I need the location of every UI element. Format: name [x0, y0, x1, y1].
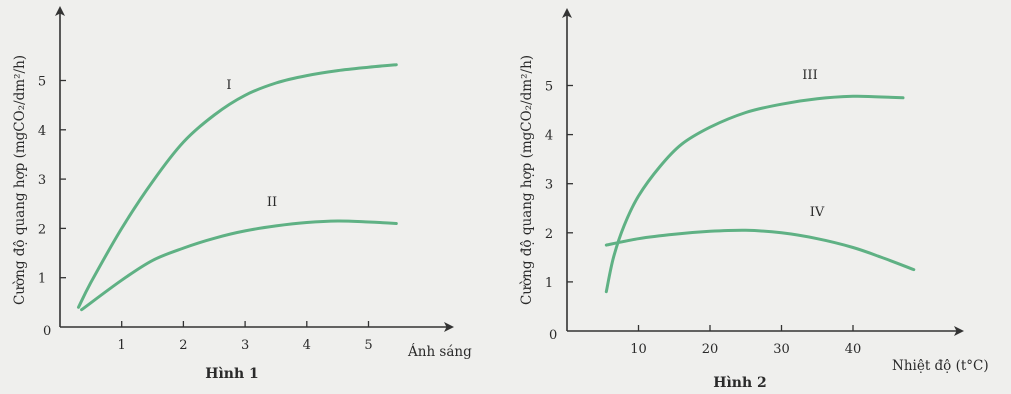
chart-1-y-tick-label: 3 — [38, 173, 46, 188]
chart-2-series: III IV — [604, 68, 916, 294]
chart-1-series: III — [77, 63, 398, 312]
chart-2-x-ticks: 10 20 30 40 — [630, 325, 861, 357]
chart-1-curve-label: I — [226, 78, 231, 93]
chart-2-curve-iv — [604, 228, 916, 272]
chart-2-origin-label: 0 — [549, 328, 557, 343]
chart-2-y-axis-title: Cường độ quang hợp (mgCO₂/dm²/h) — [519, 55, 535, 305]
chart-1-y-axis-title: Cường độ quang hợp (mgCO₂/dm²/h) — [12, 55, 28, 305]
chart-2: 10 20 30 40 1 2 3 4 5 III IV 0 Cường độ quang hợ… — [519, 8, 989, 391]
chart-1-x-tick-label: 2 — [179, 338, 187, 353]
chart-1-x-tick-label: 4 — [303, 338, 311, 353]
chart-2-curve-label: III — [802, 68, 817, 83]
chart-2-x-tick-label: 30 — [773, 342, 790, 357]
chart-1-caption: Hình 1 — [205, 366, 259, 382]
chart-2-x-tick-label: 10 — [630, 342, 647, 357]
chart-2-y-ticks: 1 2 3 4 5 — [545, 80, 573, 291]
chart-2-x-axis-title: Nhiệt độ (t°C) — [892, 358, 989, 374]
chart-2-y-tick-label: 3 — [545, 178, 553, 193]
chart-2-y-tick-label: 1 — [545, 276, 553, 291]
chart-1-curve-i — [77, 63, 398, 309]
chart-1-x-axis-title: Ánh sáng — [407, 344, 472, 360]
chart-2-y-tick-label: 2 — [545, 227, 553, 242]
chart-1-x-tick-label: 3 — [241, 338, 249, 353]
chart-1-y-tick-label: 4 — [38, 124, 46, 139]
chart-2-caption: Hình 2 — [713, 375, 767, 391]
chart-1-curve-ii — [80, 219, 398, 312]
chart-2-x-tick-label: 40 — [845, 342, 862, 357]
chart-2-x-tick-label: 20 — [702, 342, 719, 357]
chart-1-y-tick-label: 2 — [38, 222, 46, 237]
chart-2-curve-iii — [604, 94, 905, 294]
chart-1-x-ticks: 1 2 3 4 5 — [118, 321, 373, 353]
chart-1-x-tick-label: 5 — [364, 338, 372, 353]
chart-2-curve-label: IV — [810, 205, 825, 220]
chart-2-y-tick-label: 4 — [545, 129, 553, 144]
chart-2-y-tick-label: 5 — [545, 80, 553, 95]
chart-1-x-tick-label: 1 — [118, 338, 126, 353]
chart-1-y-tick-label: 5 — [38, 75, 46, 90]
chart-1-origin-label: 0 — [43, 324, 51, 339]
chart-1-curve-label: II — [267, 195, 277, 210]
chart-1-y-tick-label: 1 — [38, 272, 46, 287]
chart-1-y-ticks: 1 2 3 4 5 — [38, 75, 66, 287]
